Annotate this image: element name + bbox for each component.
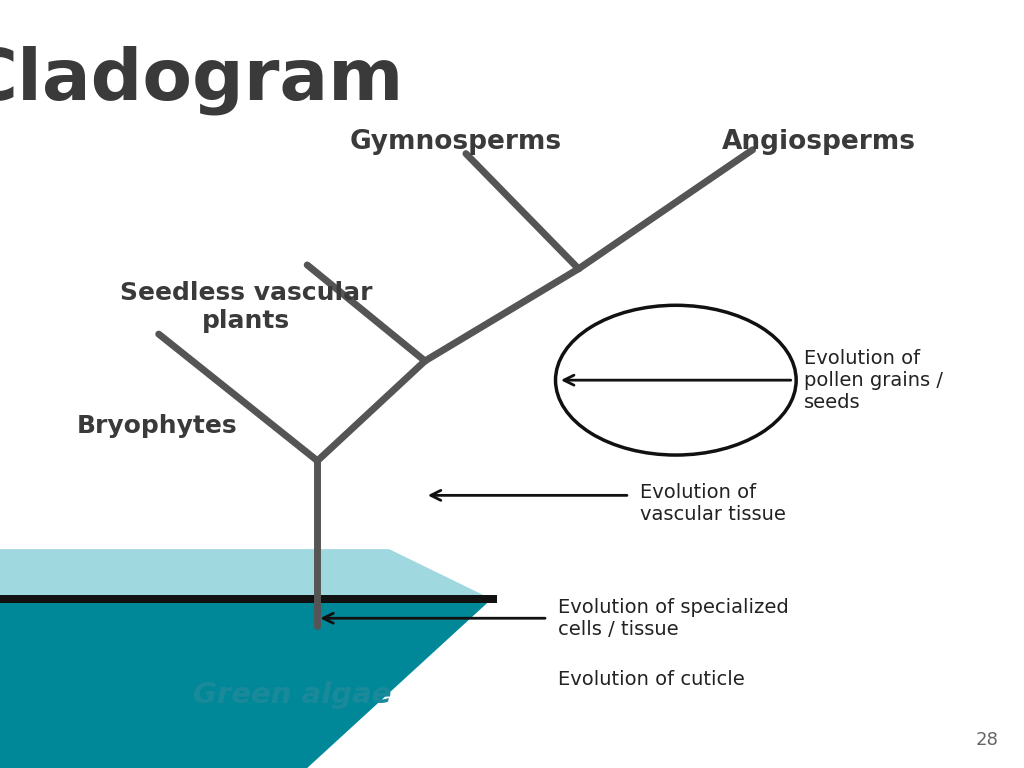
Polygon shape — [0, 599, 492, 768]
Text: Cladogram: Cladogram — [0, 46, 404, 115]
Text: Evolution of
pollen grains /
seeds: Evolution of pollen grains / seeds — [804, 349, 943, 412]
Text: 28: 28 — [976, 731, 998, 749]
Text: Evolution of
vascular tissue: Evolution of vascular tissue — [640, 482, 785, 524]
Text: Seedless vascular
plants: Seedless vascular plants — [120, 281, 372, 333]
Text: Gymnosperms: Gymnosperms — [349, 129, 562, 155]
Text: Evolution of cuticle: Evolution of cuticle — [558, 670, 744, 689]
Text: Evolution of specialized
cells / tissue: Evolution of specialized cells / tissue — [558, 598, 788, 639]
Ellipse shape — [555, 305, 797, 455]
Polygon shape — [0, 549, 492, 599]
Polygon shape — [0, 595, 497, 603]
Text: Angiosperms: Angiosperms — [722, 129, 916, 155]
Text: Bryophytes: Bryophytes — [77, 414, 238, 439]
Text: Green algae: Green algae — [193, 681, 391, 709]
